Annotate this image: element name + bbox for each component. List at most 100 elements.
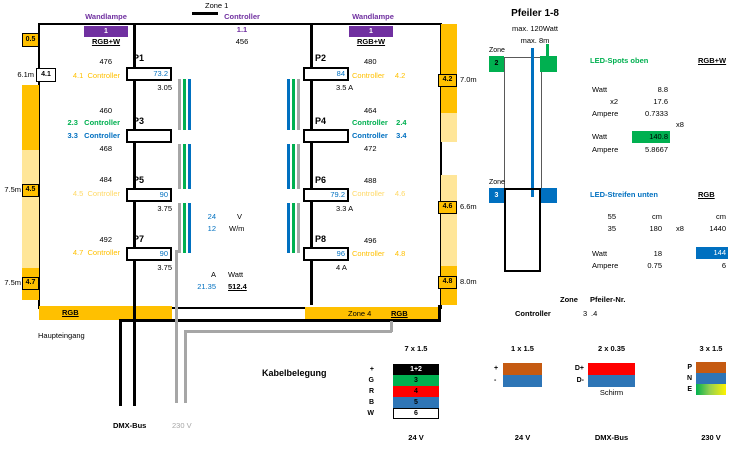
zone1-line — [192, 12, 218, 15]
pillar-zone-bottom-label: Zone — [489, 179, 505, 186]
cable-stripe-blue — [188, 79, 191, 130]
cable7-pin-r: R — [368, 388, 374, 395]
right-marker-4.6: 4.6 — [438, 201, 457, 214]
p5-controller: 4.5 Controller — [72, 189, 120, 198]
p4-controller-a: Controller 2.4 — [352, 118, 407, 127]
cable7-voltage: 24 V — [408, 433, 424, 442]
cable1-label: 1 x 1.5 — [511, 344, 534, 353]
spots-watt-label: Watt — [592, 85, 608, 94]
p2-ampere: 3.5 A — [336, 83, 354, 92]
wandlampe-left-type: RGB+W — [91, 37, 121, 46]
cable-stripe-gray — [178, 144, 181, 189]
controller-zone-value: 3 — [583, 309, 588, 318]
cable3-pin-e: E — [687, 386, 692, 393]
cable-stripe-gray — [297, 79, 300, 130]
cable7-wire-black: 1+2 — [393, 364, 439, 375]
p1-controller: 4.1 Controller — [72, 71, 120, 80]
cable-stripe-blue — [188, 203, 191, 253]
cable-stripe-gray — [297, 203, 300, 253]
spots-ampere-value: 0.7333 — [645, 109, 668, 118]
cable7-pin-w: W — [367, 410, 374, 417]
strips-multiplier: x8 — [676, 224, 684, 233]
left-length-1: 6.1m — [17, 70, 34, 79]
p3-label: P3 — [133, 116, 145, 126]
zone4-label: Zone 4 — [348, 309, 372, 318]
cable-stripe-gray — [178, 203, 181, 253]
cable1-pin-plus: + — [494, 365, 499, 372]
strips-ampere-label: Ampere — [592, 261, 619, 270]
right-length-2: 6.6m — [460, 202, 477, 211]
controller-top-value: 456 — [235, 37, 249, 46]
wandlampe-left-box: 1 — [84, 26, 128, 37]
spots-ampere-label: Ampere — [592, 109, 619, 118]
p1-load: 476 — [99, 57, 112, 66]
led-strip-symbol — [541, 188, 557, 203]
cable1-pin-minus: - — [494, 377, 497, 384]
spec-watt-per-m: 12 — [207, 224, 216, 233]
pillar-zone-top-label: Zone — [489, 47, 505, 54]
strips-ampere-value: 0.75 — [647, 261, 662, 270]
pillar-lower-outline — [504, 188, 541, 272]
strips-length: 55 — [607, 212, 616, 221]
cable-stripe-green — [183, 203, 186, 253]
left-wall-strip-dark-1 — [22, 85, 39, 150]
cable2-bus-label: DMX-Bus — [594, 433, 629, 442]
cable7-label: 7 x 1.5 — [404, 344, 428, 353]
left-marker-4.1: 4.1 — [36, 68, 56, 82]
wandlampe-left-label: Wandlampe — [85, 12, 127, 21]
cable3-wire-blue — [696, 373, 726, 384]
cable-stripe-blue — [188, 144, 191, 189]
pfeiler-nr-column-header: Pfeiler-Nr. — [590, 295, 626, 304]
p5-ampere: 3.75 — [157, 204, 172, 213]
left-length-3: 7.5m — [4, 278, 21, 287]
dmx-return-drop — [119, 319, 122, 406]
dmx-return-horizontal — [119, 319, 441, 322]
bottom-rgb-bar-right — [305, 307, 440, 321]
right-wall-strip-light-1 — [441, 113, 457, 142]
cable7-wire-white: 6 — [393, 408, 439, 419]
cable3-pin-n: N — [686, 375, 692, 382]
p7-load: 492 — [99, 235, 112, 244]
controller-top-id: 1.1 — [236, 25, 248, 34]
spots-total-ampere-value: 5.8667 — [645, 145, 668, 154]
right-length-3: 8.0m — [460, 277, 477, 286]
zone3-box: 3 — [489, 188, 504, 203]
spots-total-watt-label: Watt — [592, 132, 608, 141]
wandlampe-right-box: 1 — [349, 26, 393, 37]
led-spot-symbol — [540, 56, 557, 72]
total-watt-value: 512.4 — [228, 282, 247, 291]
cable7-pin-g: G — [368, 377, 374, 384]
cable1-voltage: 24 V — [514, 433, 531, 442]
cable7-wire-blue: 5 — [393, 397, 439, 408]
p8-load: 496 — [364, 236, 377, 245]
p5-value-box: 90 — [126, 188, 172, 202]
led-strips-title: LED-Streifen unten — [590, 190, 658, 199]
strips-total-unit: cm — [716, 212, 726, 221]
p7-controller: 4.7 Controller — [72, 248, 120, 257]
cable1-wire-brown — [503, 363, 542, 375]
controller-top-label: Controller — [224, 12, 260, 21]
p1-label: P1 — [133, 53, 145, 63]
p4-label: P4 — [315, 116, 327, 126]
cable-stripe-blue — [287, 144, 290, 189]
p6-value-box: 79.2 — [303, 188, 349, 202]
left-length-2: 7.5m — [4, 185, 21, 194]
spec-watt-per-m-unit: W/m — [229, 224, 245, 233]
cable7-pin-plus: + — [369, 366, 374, 373]
right-marker-4.8: 4.8 — [438, 276, 457, 289]
room-outline — [38, 23, 442, 309]
cable1-wire-blue — [503, 375, 542, 387]
cable3-label: 3 x 1.5 — [699, 344, 723, 353]
led-strips-type: RGB — [698, 190, 715, 199]
pfeiler-title: Pfeiler 1-8 — [511, 8, 559, 19]
cable-stripe-blue — [287, 203, 290, 253]
right-wall-strip-light-2 — [441, 175, 457, 266]
spec-voltage: 24 — [207, 212, 216, 221]
right-wall-strip-dark-1 — [441, 24, 457, 113]
p7-label: P7 — [133, 234, 145, 244]
p5-load: 484 — [99, 175, 112, 184]
spots-watt-value: 8.8 — [657, 85, 668, 94]
dmx-riser-right — [310, 23, 313, 305]
strips-length-unit: cm — [652, 212, 662, 221]
cable2-label: 2 x 0.35 — [597, 344, 626, 353]
